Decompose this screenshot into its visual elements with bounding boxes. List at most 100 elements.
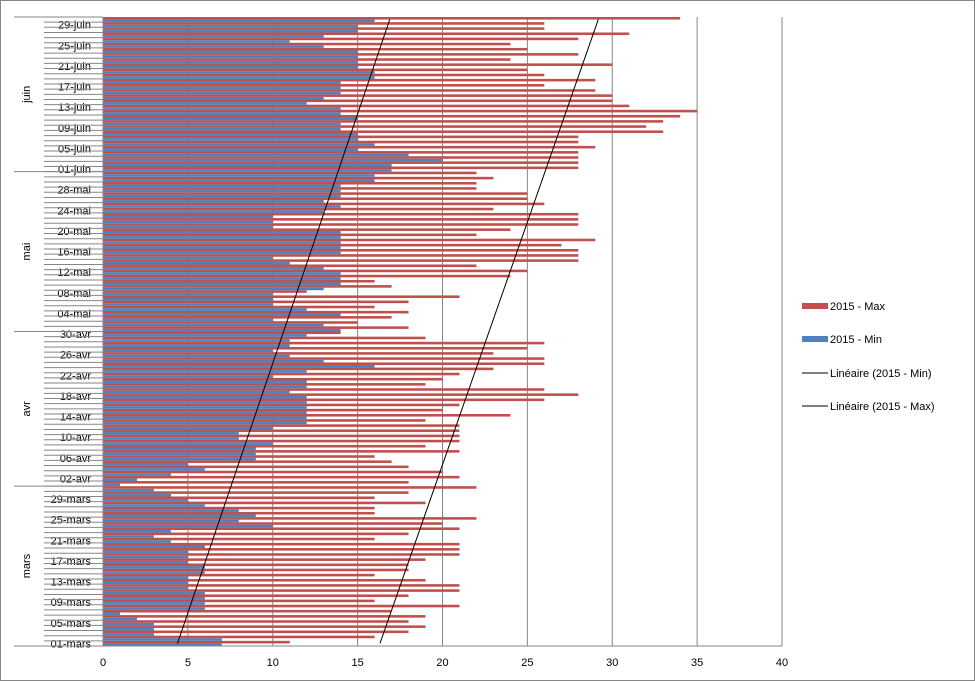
legend-label: Linéaire (2015 - Max)	[830, 401, 935, 413]
bar-max	[103, 171, 477, 175]
bar-max	[103, 413, 511, 417]
bar-min	[103, 447, 256, 451]
bar-max	[103, 465, 409, 469]
bar-max	[103, 290, 307, 293]
bar-max	[103, 89, 596, 92]
legend-label: Linéaire (2015 - Min)	[830, 368, 932, 380]
bar-min	[103, 210, 324, 213]
bar-min	[103, 179, 375, 182]
bar-min	[103, 432, 239, 435]
bar-max	[103, 187, 477, 190]
bar-max	[103, 352, 494, 355]
bar-min	[103, 586, 188, 590]
bar-min	[103, 643, 222, 646]
y-tick-label: 17-juin	[58, 82, 91, 94]
x-tick-label: 40	[776, 657, 788, 669]
x-tick-label: 5	[185, 657, 191, 669]
bar-min	[103, 504, 205, 507]
bar-max	[103, 125, 647, 128]
bar-max	[103, 475, 460, 479]
bar-max	[103, 506, 375, 510]
bar-min	[103, 261, 290, 265]
y-tick-label: 26-avr	[60, 350, 92, 362]
bar-max	[103, 300, 409, 304]
y-tick-label: 29-mars	[51, 494, 92, 506]
bar-max	[103, 326, 409, 329]
y-tick-label: 10-avr	[60, 432, 92, 444]
x-tick-label: 15	[352, 657, 364, 669]
bar-max	[103, 120, 664, 123]
bar-max	[103, 254, 579, 257]
bar-max	[103, 419, 426, 422]
y-tick-label: 02-avr	[60, 473, 92, 485]
bar-max	[103, 408, 443, 412]
bar-max	[103, 78, 596, 82]
y-tick-label: 20-mai	[57, 226, 91, 238]
bar-max	[103, 532, 409, 536]
bar-min	[103, 462, 188, 466]
x-tick-label: 10	[267, 657, 279, 669]
bar-max	[103, 346, 528, 350]
bar-min	[103, 493, 171, 497]
bar-min	[103, 241, 341, 244]
bar-max	[103, 156, 579, 159]
y-tick-label: 25-juin	[58, 40, 91, 52]
bar-min	[103, 576, 188, 579]
bar-max	[103, 511, 375, 515]
trendline-min	[177, 19, 391, 644]
bar-min	[103, 349, 273, 353]
bar-max	[103, 285, 392, 288]
bar-max	[103, 357, 545, 360]
bar-max	[103, 424, 460, 427]
bar-max	[103, 233, 477, 237]
bar-min	[103, 421, 307, 425]
bar-min	[103, 40, 290, 43]
bar-max	[103, 295, 460, 298]
bar-min	[103, 251, 341, 255]
bar-min	[103, 127, 341, 131]
bar-max	[103, 42, 511, 46]
bar-max	[103, 558, 426, 561]
bar-min	[103, 385, 307, 389]
bar-min	[103, 328, 341, 332]
bar-min	[103, 354, 290, 358]
bar-min	[103, 622, 154, 626]
bar-min	[103, 138, 358, 141]
x-tick-label: 0	[100, 657, 106, 669]
bar-min	[103, 401, 307, 404]
y-tick-label: 29-juin	[58, 20, 91, 32]
bar-min	[103, 267, 324, 270]
bar-max	[103, 486, 477, 489]
y-tick-label: 04-mai	[57, 308, 91, 320]
bar-max	[103, 568, 409, 572]
x-tick-label: 25	[521, 657, 533, 669]
trendline-max	[379, 19, 599, 644]
bar-max	[103, 553, 460, 556]
bar-min	[103, 478, 137, 482]
bar-min	[103, 102, 307, 105]
bar-max	[103, 460, 392, 463]
bar-max	[103, 316, 392, 319]
bar-min	[103, 143, 375, 146]
bar-min	[103, 607, 205, 610]
bar-min	[103, 545, 205, 549]
bar-max	[103, 207, 494, 211]
bar-max	[103, 403, 460, 407]
bar-max	[103, 274, 511, 278]
bar-max	[103, 573, 375, 577]
bar-max	[103, 496, 375, 500]
bar-min	[103, 205, 341, 208]
bar-min	[103, 452, 256, 456]
bar-min	[103, 519, 239, 523]
legend-swatch	[802, 303, 828, 309]
bar-min	[103, 323, 324, 327]
bar-min	[103, 148, 358, 152]
bar-max	[103, 47, 528, 51]
bar-max	[103, 439, 460, 443]
bar-min	[103, 380, 307, 384]
bar-max	[103, 228, 511, 231]
bar-min	[103, 411, 307, 414]
x-tick-label: 20	[436, 657, 448, 669]
bar-min	[103, 169, 392, 172]
bar-max	[103, 336, 426, 340]
